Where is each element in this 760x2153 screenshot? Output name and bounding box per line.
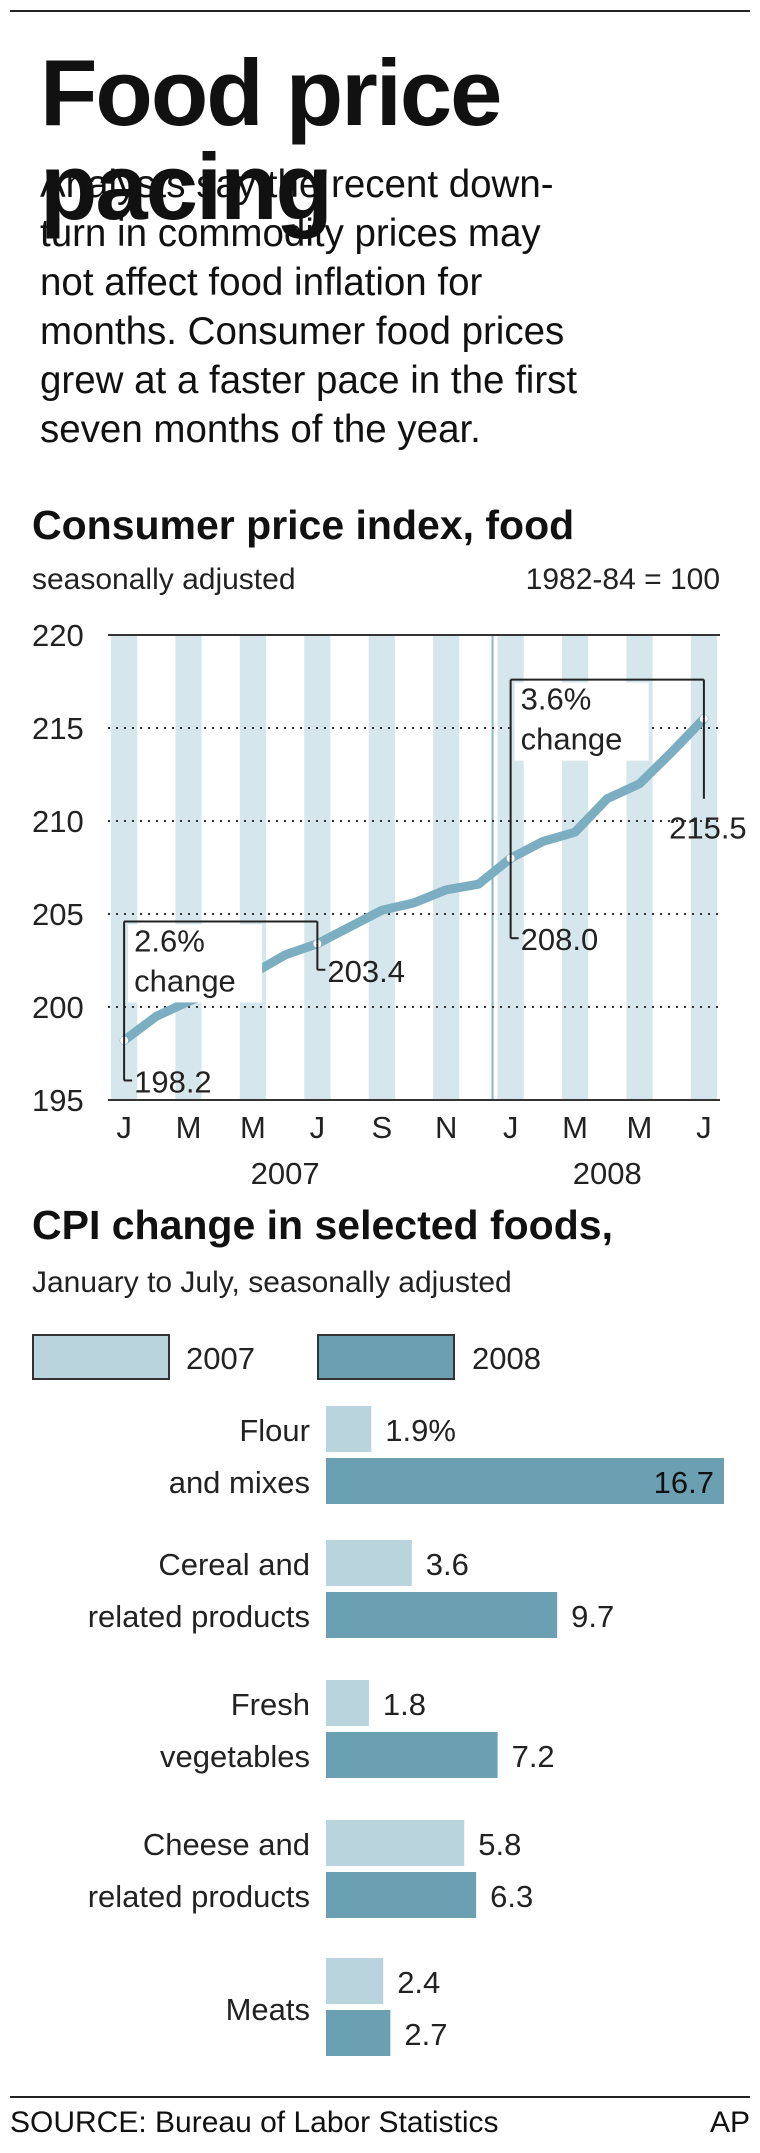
bar-chart-title: CPI change in selected foods, (32, 1202, 613, 1248)
top-rule (10, 10, 750, 12)
line-chart-subtitle: seasonally adjusted (32, 563, 296, 596)
y-tick-label: 220 (32, 618, 84, 653)
category-label: Cheese and (143, 1827, 310, 1862)
bar-value-label: 3.6 (426, 1547, 469, 1582)
month-stripe (304, 635, 331, 1100)
bracket-label-bg (128, 924, 263, 1003)
bar-2007 (326, 1540, 412, 1586)
credit: AP (709, 2106, 750, 2139)
bar-value-label: 16.7 (654, 1465, 714, 1500)
deck-line: months. Consumer food prices (40, 310, 565, 353)
line-chart-title: Consumer price index, food (32, 502, 575, 548)
bar-chart-subtitle: January to July, seasonally adjusted (32, 1266, 512, 1299)
x-tick-label: J (310, 1110, 326, 1145)
year-label: 2008 (573, 1156, 642, 1191)
bar-value-label: 1.8 (383, 1687, 426, 1722)
month-stripe (433, 635, 460, 1100)
category-label: Fresh (231, 1687, 310, 1722)
legend-swatch-2007 (32, 1334, 170, 1380)
category-label: Cereal and (158, 1547, 310, 1582)
category-label: and mixes (169, 1465, 310, 1500)
category-label: vegetables (160, 1739, 310, 1774)
category-label: Flour (239, 1413, 310, 1448)
bracket-label: change (134, 963, 236, 998)
x-tick-label: M (240, 1110, 266, 1145)
category-label: Meats (226, 1992, 310, 2027)
month-stripe (368, 635, 395, 1100)
category-label: related products (88, 1599, 310, 1634)
legend-swatch-2008 (317, 1334, 455, 1380)
bar-2008 (326, 1458, 724, 1504)
x-tick-label: M (562, 1110, 588, 1145)
bracket-label: 2.6% (134, 923, 205, 958)
bar-value-label: 5.8 (478, 1827, 521, 1862)
bar-value-label: 7.2 (512, 1739, 555, 1774)
x-tick-label: M (627, 1110, 653, 1145)
source-note: SOURCE: Bureau of Labor Statistics (10, 2106, 499, 2139)
x-tick-label: N (435, 1110, 457, 1145)
category-label: related products (88, 1879, 310, 1914)
bracket-label: change (521, 722, 623, 757)
deck-line: not affect food inflation for (40, 261, 483, 304)
month-stripe (175, 635, 202, 1100)
y-tick-label: 200 (32, 990, 84, 1025)
bar-2008 (326, 1592, 558, 1638)
deck-line: grew at a faster pace in the first (40, 359, 578, 402)
headline: Food price pacing (40, 40, 502, 239)
y-tick-label: 215 (32, 711, 84, 746)
legend-label-2007: 2007 (186, 1341, 255, 1376)
y-tick-label: 210 (32, 804, 84, 839)
bar-2008 (326, 2010, 391, 2056)
footer-rule (10, 2096, 750, 2098)
legend-label-2008: 2008 (472, 1341, 541, 1376)
data-label: 198.2 (134, 1064, 212, 1099)
bracket-label-bg (514, 682, 649, 761)
bar-2008 (326, 1872, 477, 1918)
deck-line: Analysts say the recent down- (40, 163, 554, 206)
bar-2007 (326, 1958, 384, 2004)
data-label: 208.0 (521, 922, 599, 957)
x-tick-label: J (116, 1110, 132, 1145)
month-stripe (239, 635, 267, 1100)
deck-line: seven months of the year. (40, 408, 481, 451)
y-tick-label: 195 (32, 1083, 84, 1118)
data-label: 215.5 (669, 811, 747, 846)
bar-chart: 2007 2008 1.9% 16.7 Flour and mixes 3.6 9.7 Cere… (32, 1334, 724, 2056)
data-label: 203.4 (327, 954, 405, 989)
bracket-label: 3.6% (521, 682, 592, 717)
bar-2007 (326, 1820, 465, 1866)
year-label: 2007 (251, 1156, 320, 1191)
x-tick-label: J (696, 1110, 712, 1145)
bar-2008 (326, 1732, 498, 1778)
bar-value-label: 9.7 (571, 1599, 614, 1634)
deck-line: turn in commodity prices may (40, 212, 541, 255)
line-chart-base-note: 1982-84 = 100 (525, 563, 720, 596)
x-tick-label: M (176, 1110, 202, 1145)
x-tick-label: J (503, 1110, 519, 1145)
line-chart: 195 200 205 210 215 220 J M M J S N J M M J 2007 2008 198.… (32, 618, 747, 1191)
bar-value-label: 2.4 (397, 1965, 440, 2000)
y-tick-label: 205 (32, 897, 84, 932)
bar-value-label: 1.9% (385, 1413, 456, 1448)
bar-value-label: 6.3 (490, 1879, 533, 1914)
bar-2007 (326, 1680, 369, 1726)
bar-2007 (326, 1406, 372, 1452)
deck-text: Analysts say the recent down- turn in co… (40, 160, 740, 454)
x-tick-label: S (371, 1110, 392, 1145)
bar-value-label: 2.7 (404, 2017, 447, 2052)
